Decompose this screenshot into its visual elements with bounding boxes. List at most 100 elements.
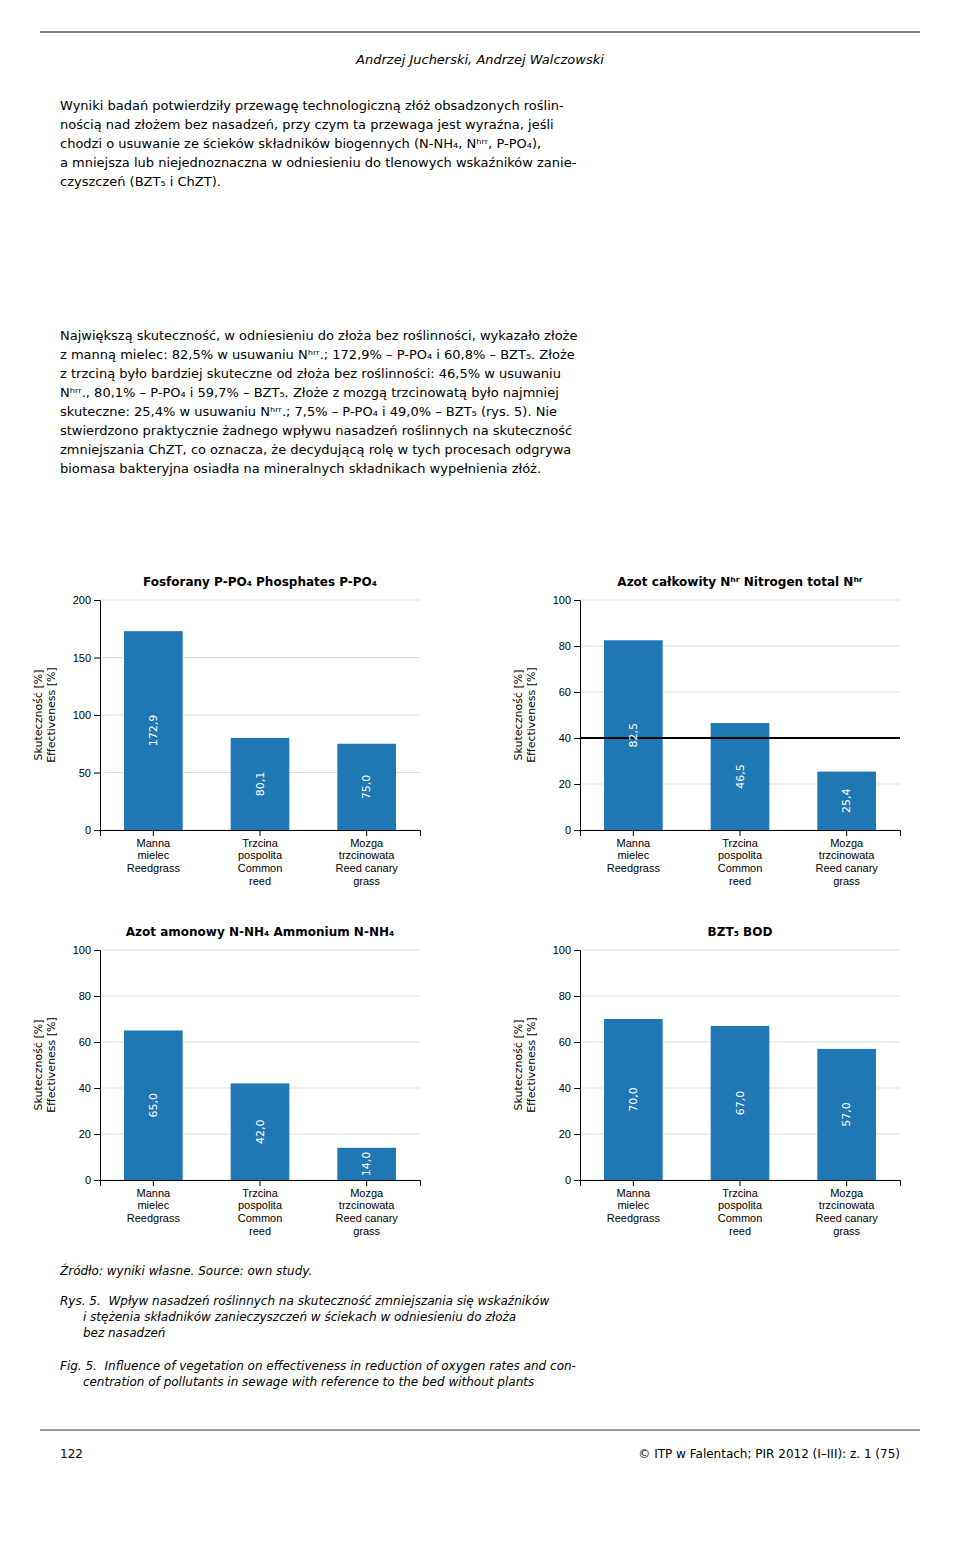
bar	[337, 1148, 396, 1180]
data-label: 70,0	[627, 1087, 640, 1112]
y-tick: 60	[79, 1036, 100, 1048]
grid	[100, 950, 420, 1180]
y-tick-mark	[574, 950, 580, 951]
y-tick: 0	[85, 1174, 100, 1186]
x-tick-mark	[260, 1180, 261, 1186]
chart-title: Azot amonowy N-NH₄ Ammonium N-NH₄	[126, 925, 394, 939]
chart: 0 20 40 60 80 100 MannamielecReedgrass Trzcinap…	[32, 925, 421, 1237]
data-label: 172,9	[147, 715, 160, 747]
y-axis-line	[574, 601, 581, 831]
y-tick: 20	[79, 1128, 100, 1140]
y-tick: 60	[559, 686, 580, 698]
x-tick-label: TrzcinapospolitaCommonreed	[718, 1187, 763, 1237]
grid-line	[100, 600, 420, 601]
bar	[231, 738, 290, 830]
grid-line	[100, 950, 420, 951]
y-tick-label: 80	[79, 990, 91, 1002]
y-axis-title: Skuteczność [%]Effectiveness [%]	[512, 1017, 538, 1113]
paragraph: Wyniki badań potwierdziły przewagę techn…	[60, 98, 577, 189]
x-tick-mark	[153, 830, 154, 836]
x-tick-label: MozgatrzcinowataReed canarygrass	[815, 1187, 878, 1237]
x-axis: MannamielecReedgrass TrzcinapospolitaComm…	[581, 830, 901, 887]
caption: Fig. 5. Influence of vegetation on effec…	[60, 1359, 576, 1389]
footer-right: © ITP w Falentach; PIR 2012 (I–III): z. …	[638, 1447, 900, 1461]
x-tick-label: MozgatrzcinowataReed canarygrass	[335, 1187, 398, 1237]
x-tick: MozgatrzcinowataReed canarygrass	[815, 830, 878, 887]
paragraph-line: a mniejsza lub niejednoznaczna w odniesi…	[60, 155, 577, 170]
x-tick-label: TrzcinapospolitaCommonreed	[238, 1187, 283, 1237]
y-tick-label: 0	[565, 1174, 571, 1186]
paragraph: Największą skuteczność, w odniesieniu do…	[60, 328, 577, 476]
x-axis: MannamielecReedgrass TrzcinapospolitaComm…	[101, 830, 421, 887]
y-tick-mark	[574, 600, 580, 601]
y-axis-title: Skuteczność [%]Effectiveness [%]	[32, 667, 58, 763]
paragraph-line: z trzciną było bardziej skuteczne od zło…	[60, 366, 561, 381]
x-tick: MannamielecReedgrass	[127, 830, 181, 874]
grid	[100, 600, 420, 830]
x-axis: MannamielecReedgrass TrzcinapospolitaComm…	[101, 1180, 421, 1237]
x-tick: TrzcinapospolitaCommonreed	[238, 830, 283, 887]
chart: 050100150200MannamielecReedgrassTrzcinap…	[32, 575, 421, 887]
y-tick: 20	[559, 778, 580, 790]
y-axis-line	[94, 601, 101, 831]
x-tick-mark	[740, 830, 741, 836]
y-tick-label: 20	[559, 1128, 571, 1140]
y-tick-label: 20	[559, 778, 571, 790]
x-tick-mark	[153, 1180, 154, 1186]
x-tick: MannamielecReedgrass	[127, 1180, 181, 1224]
x-tick: MozgatrzcinowataReed canarygrass	[335, 1180, 398, 1237]
y-tick-label: 100	[553, 594, 571, 606]
y-axis: 0 20 40 60 80 100	[73, 944, 101, 1186]
grid-line	[580, 996, 900, 997]
x-tick-mark	[260, 830, 261, 836]
bar	[124, 1031, 183, 1181]
x-tick-mark	[633, 830, 634, 836]
y-axis-line	[574, 951, 581, 1181]
y-tick-mark	[574, 830, 580, 831]
paragraph-line: stwierdzono praktycznie żadnego wpływu n…	[60, 423, 572, 438]
y-tick: 80	[559, 990, 580, 1002]
data-label: 46,5	[734, 764, 747, 789]
x-axis-line	[581, 1181, 901, 1187]
bar	[604, 640, 663, 830]
data-label: 25,4	[840, 789, 853, 814]
x-axis: MannamielecReedgrass TrzcinapospolitaComm…	[581, 1180, 901, 1237]
x-tick: TrzcinapospolitaCommonreed	[718, 1180, 763, 1237]
y-tick-label: 60	[559, 1036, 571, 1048]
x-tick: MannamielecReedgrass	[607, 1180, 661, 1224]
grid-line	[580, 950, 900, 951]
x-axis-line	[101, 831, 421, 837]
data-label: 65,0	[147, 1093, 160, 1118]
x-axis-line	[101, 1181, 421, 1187]
y-tick-label: 40	[79, 1082, 91, 1094]
data-label: 80,1	[254, 772, 267, 797]
data-label: 42,0	[254, 1119, 267, 1144]
x-tick-mark	[846, 830, 847, 836]
data-labels: 172,980,175,0	[147, 715, 373, 799]
y-tick-label: 150	[73, 652, 91, 664]
y-tick: 0	[85, 824, 100, 836]
bar	[231, 1083, 290, 1180]
y-tick-label: 0	[85, 1174, 91, 1186]
y-tick: 50	[79, 767, 100, 779]
data-label: 14,0	[360, 1152, 373, 1177]
y-tick-label: 100	[553, 944, 571, 956]
y-tick-label: 40	[559, 732, 571, 744]
y-tick-label: 50	[79, 767, 91, 779]
plot-area	[124, 1031, 396, 1181]
y-tick: 40	[559, 1082, 580, 1094]
x-tick: TrzcinapospolitaCommonreed	[718, 830, 763, 887]
y-tick-mark	[574, 738, 580, 739]
y-tick-mark	[574, 996, 580, 997]
bar	[124, 631, 183, 830]
y-tick-label: 100	[73, 944, 91, 956]
y-tick: 20	[559, 1128, 580, 1140]
y-tick-mark	[574, 692, 580, 693]
y-tick: 40	[559, 732, 580, 744]
y-tick: 100	[553, 594, 580, 606]
x-tick: MannamielecReedgrass	[607, 830, 661, 874]
y-tick: 80	[559, 640, 580, 652]
y-tick-mark	[94, 600, 100, 601]
y-axis: 050100150200	[73, 594, 101, 836]
x-tick-label: MannamielecReedgrass	[607, 837, 661, 874]
